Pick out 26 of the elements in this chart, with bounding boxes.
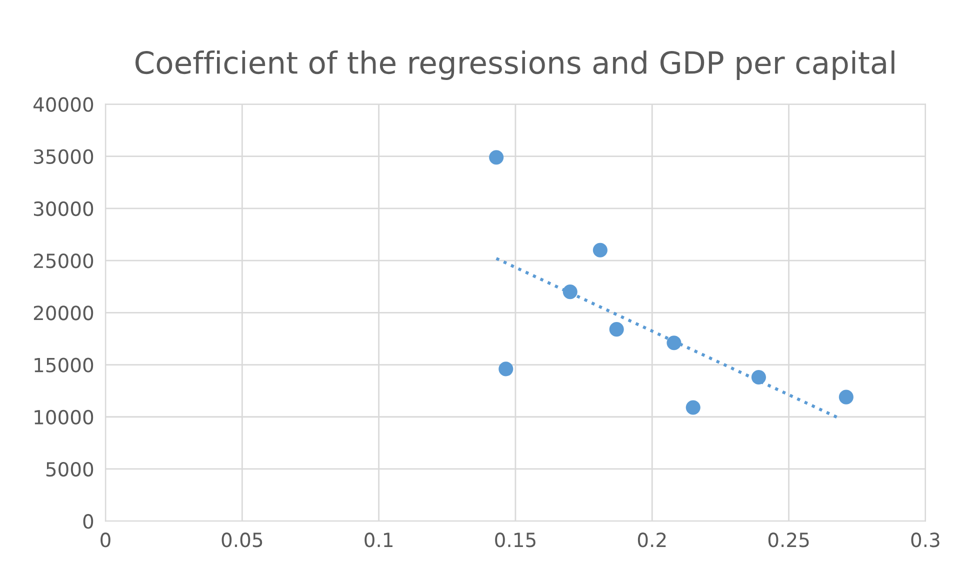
x-tick-label: 0.15: [495, 532, 536, 548]
x-tick-label: 0: [100, 532, 110, 548]
chart-title: Coefficient of the regressions and GDP per capital: [135, 50, 894, 80]
point: [489, 150, 504, 165]
y-tick-label: 25000: [34, 254, 94, 268]
point: [592, 242, 608, 258]
x-tick-label: 0.1: [364, 532, 392, 548]
x-tick-label: 0.05: [222, 532, 262, 548]
y-tick-label: 20000: [34, 306, 94, 320]
point: [609, 322, 624, 337]
y-tick-label: 35000: [34, 149, 94, 164]
point: [498, 362, 514, 376]
x-tick-label: 0.25: [768, 532, 809, 548]
point: [838, 390, 854, 404]
y-tick-label: 10000: [34, 410, 94, 425]
y-tick-label: 40000: [33, 97, 94, 112]
point: [562, 284, 578, 300]
y-tick-label: 5000: [46, 462, 94, 477]
x-tick-label: 0.3: [911, 532, 940, 548]
point: [751, 370, 766, 385]
x-tick-label: 0.2: [638, 532, 666, 548]
point: [686, 400, 700, 415]
point: [666, 336, 682, 350]
y-tick-label: 15000: [34, 358, 94, 372]
y-tick-label: 30000: [34, 201, 94, 216]
y-tick-label: 0: [83, 514, 94, 529]
